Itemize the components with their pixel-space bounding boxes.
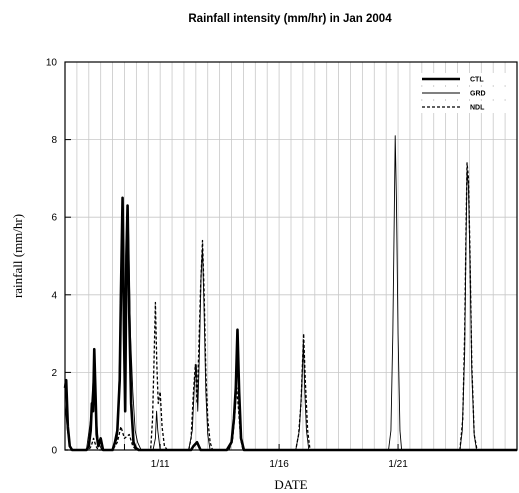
y-tick-label: 2 [51, 368, 57, 379]
legend-item-bg [418, 101, 508, 113]
y-tick-label: 10 [46, 58, 58, 69]
x-axis-ticks: 1/11 1/16 1/21 [123, 444, 408, 470]
legend-item-bg [418, 87, 508, 99]
legend-label-ctl: CTL [470, 77, 484, 84]
y-axis-ticks: 0 2 4 6 8 10 [46, 58, 71, 457]
legend-label-grd: GRD [470, 91, 486, 98]
y-tick-label: 0 [51, 446, 57, 457]
grid-lines [65, 62, 517, 450]
x-tick-label: 1/16 [269, 459, 289, 470]
legend: CTL GRD NDL [418, 73, 508, 113]
chart-title: Rainfall intensity (mm/hr) in Jan 2004 [188, 13, 392, 25]
legend-item-bg [418, 73, 508, 85]
x-tick-label: 1/11 [151, 459, 170, 470]
x-tick-label: 1/21 [388, 459, 408, 470]
plot-frame [64, 61, 518, 451]
x-axis-label: DATE [274, 477, 307, 492]
y-tick-label: 6 [51, 213, 57, 224]
y-tick-label: 8 [51, 135, 57, 146]
y-axis-label: rainfall (mm/hr) [10, 214, 25, 298]
legend-label-ndl: NDL [470, 105, 485, 112]
y-tick-label: 4 [51, 290, 57, 301]
